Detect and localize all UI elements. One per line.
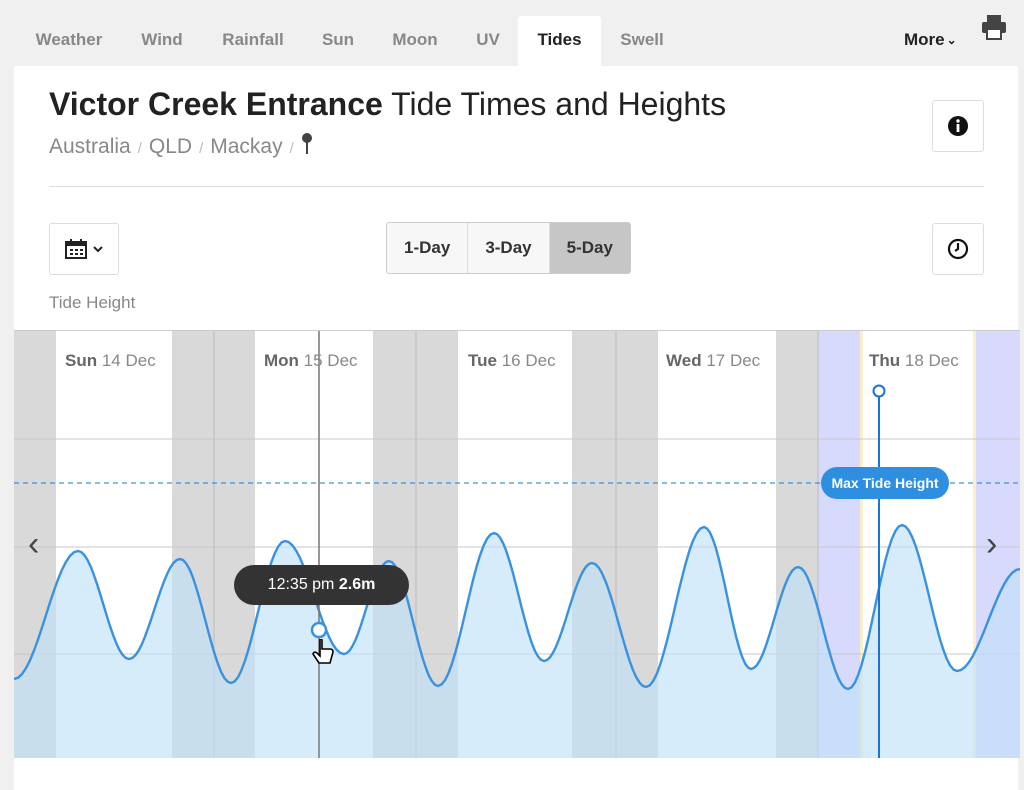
breadcrumb-country[interactable]: Australia <box>49 135 131 158</box>
more-menu[interactable]: More ⌄ <box>904 16 957 66</box>
breadcrumb-city[interactable]: Mackay <box>210 135 283 158</box>
range-1-day-button[interactable]: 1-Day <box>387 223 469 273</box>
info-icon <box>948 116 968 136</box>
breadcrumb-separator: / <box>137 140 142 157</box>
breadcrumb: Australia / QLD / Mackay / <box>49 133 313 161</box>
tab-moon[interactable]: Moon <box>392 30 438 49</box>
day-label-sun: Sun 14 Dec <box>65 351 156 370</box>
breadcrumb-separator: / <box>199 140 204 157</box>
clock-icon <box>947 238 969 260</box>
chevron-right-icon[interactable]: › <box>986 525 998 563</box>
tab-weather[interactable]: Weather <box>35 30 103 49</box>
max-tide-height-badge: Max Tide Height <box>821 467 949 499</box>
title-suffix: Tide Times and Heights <box>382 86 727 122</box>
divider <box>49 186 984 187</box>
tide-area <box>14 525 1020 758</box>
print-icon[interactable] <box>980 14 1008 40</box>
tab-uv[interactable]: UV <box>476 30 500 49</box>
sunset-line <box>973 331 976 758</box>
time-button[interactable] <box>932 223 984 275</box>
chevron-down-icon <box>93 246 103 253</box>
day-label-thu: Thu 18 Dec <box>869 351 959 370</box>
tab-rainfall[interactable]: Rainfall <box>222 30 284 49</box>
tab-tides[interactable]: Tides <box>518 16 601 66</box>
tide-height-label: Tide Height <box>49 293 136 312</box>
calendar-icon <box>65 239 87 259</box>
range-selector: 1-Day 3-Day 5-Day <box>386 222 631 274</box>
info-button[interactable] <box>932 100 984 152</box>
tide-chart-svg <box>14 331 1020 758</box>
date-picker-button[interactable] <box>49 223 119 275</box>
tide-tooltip: 12:35 pm 2.6m <box>234 565 409 605</box>
location-name: Victor Creek Entrance <box>49 86 383 122</box>
tab-wind[interactable]: Wind <box>141 30 183 49</box>
breadcrumb-separator: / <box>289 140 294 157</box>
range-3-day-button[interactable]: 3-Day <box>468 223 550 273</box>
day-label-mon: Mon 15 Dec <box>264 351 358 370</box>
tab-sun[interactable]: Sun <box>321 30 355 49</box>
sunrise-line <box>860 331 863 758</box>
more-label: More <box>904 30 945 49</box>
breadcrumb-state[interactable]: QLD <box>148 135 193 158</box>
page-title: Victor Creek Entrance Tide Times and Hei… <box>49 86 726 123</box>
hover-point <box>310 621 328 639</box>
day-label-tue: Tue 16 Dec <box>468 351 556 370</box>
tide-chart[interactable]: Sun 14 Dec Mon 15 Dec Tue 16 Dec Wed 17 … <box>14 330 1020 758</box>
pin-icon[interactable] <box>301 133 313 161</box>
day-label-wed: Wed 17 Dec <box>666 351 761 370</box>
tab-swell[interactable]: Swell <box>620 30 664 49</box>
tab-bar: Weather Wind Rainfall Sun Moon UV Tides … <box>14 14 1024 66</box>
chevron-left-icon[interactable]: ‹ <box>28 525 40 563</box>
tide-line <box>14 523 1020 691</box>
current-time-marker <box>872 384 886 398</box>
range-5-day-button[interactable]: 5-Day <box>549 223 630 273</box>
chevron-down-icon: ⌄ <box>946 33 957 47</box>
